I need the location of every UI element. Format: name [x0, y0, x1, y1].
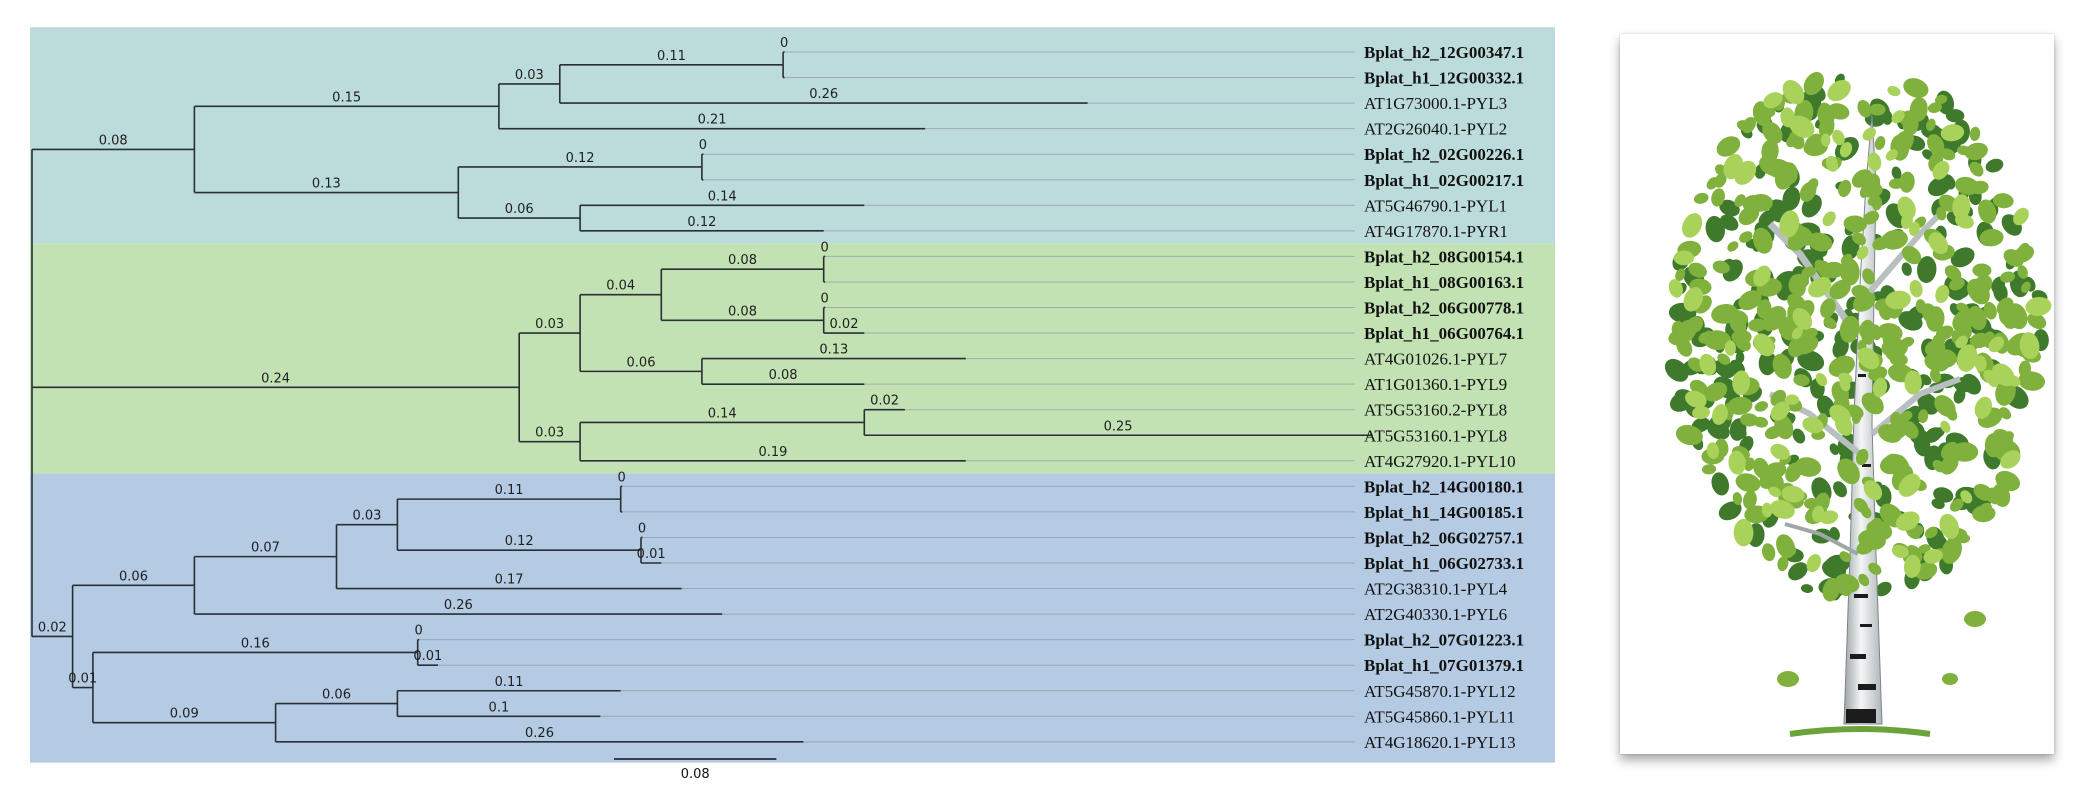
leaf-guide-lines — [417, 51, 1372, 743]
branch-length-label: 0.26 — [525, 726, 554, 741]
branch-length-label: 0.25 — [1104, 419, 1133, 434]
branch-length-label: 0.13 — [312, 177, 341, 192]
branch-length-label: 0.08 — [728, 304, 757, 319]
leaf-label: Bplat_h1_12G00332.1 — [1364, 69, 1524, 88]
branch-length-label: 0.06 — [322, 688, 351, 703]
branch-length-label: 0.11 — [657, 49, 686, 64]
leaf-label: Bplat_h2_07G01223.1 — [1364, 631, 1524, 650]
leaf-label: AT5G46790.1-PYL1 — [1364, 196, 1507, 215]
branch-length-label: 0.14 — [708, 406, 737, 421]
branch-length-label: 0.04 — [606, 279, 635, 294]
leaf-label: Bplat_h1_06G02733.1 — [1364, 554, 1524, 573]
branch-length-label: 0.12 — [566, 151, 595, 166]
birch-tree-illustration — [1620, 34, 2054, 754]
branch-length-label: 0.14 — [708, 189, 737, 204]
leaf-label: Bplat_h1_08G00163.1 — [1364, 273, 1524, 292]
branch-length-label: 0.16 — [241, 636, 270, 651]
branch-length-label: 0.08 — [99, 133, 128, 148]
branch-length-label: 0.12 — [505, 534, 534, 549]
leaf-label: AT4G17870.1-PYR1 — [1364, 222, 1508, 241]
leaf-labels: Bplat_h2_12G00347.1 Bplat_h1_12G00332.1 AT… — [1364, 43, 1524, 752]
leaf-label: AT5G45870.1-PYL12 — [1364, 682, 1516, 701]
leaf-label: Bplat_h2_14G00180.1 — [1364, 477, 1524, 496]
branch-length-label: 0.06 — [627, 355, 656, 370]
branch-length-label: 0.01 — [413, 649, 442, 664]
branch-length-label: 0.01 — [637, 547, 666, 562]
branch-length-label: 0 — [618, 470, 626, 485]
leaf-label: AT1G01360.1-PYL9 — [1364, 375, 1507, 394]
leaf-label: AT1G73000.1-PYL3 — [1364, 94, 1507, 113]
leaf-label: Bplat_h2_08G00154.1 — [1364, 247, 1524, 266]
branch-length-label: 0.15 — [332, 90, 361, 105]
leaf-label: Bplat_h2_06G02757.1 — [1364, 528, 1524, 547]
branch-length-label: 0.08 — [728, 253, 757, 268]
leaf-label: AT2G26040.1-PYL2 — [1364, 120, 1507, 139]
branch-length-label: 0.08 — [769, 368, 798, 383]
branch-length-label: 0.03 — [515, 68, 544, 83]
branch-length-label: 0.1 — [489, 700, 510, 715]
branch-length-label: 0 — [699, 138, 707, 153]
branch-length-label: 0.11 — [495, 483, 524, 498]
branch-length-label: 0.19 — [758, 445, 787, 460]
branch-length-label: 0.26 — [444, 598, 473, 613]
leaf-label: AT5G45860.1-PYL11 — [1364, 707, 1515, 726]
leaf-label: Bplat_h1_02G00217.1 — [1364, 171, 1524, 190]
scale-bar-label: 0.08 — [681, 767, 710, 782]
branch-length-label: 0 — [638, 521, 646, 536]
branch-length-label: 0.26 — [809, 87, 838, 102]
leaf-label: Bplat_h1_14G00185.1 — [1364, 503, 1524, 522]
leaf-label: Bplat_h1_07G01379.1 — [1364, 656, 1524, 675]
branch-length-label: 0.09 — [170, 707, 199, 722]
branch-length-label: 0.02 — [870, 394, 899, 409]
branch-length-label: 0.03 — [535, 317, 564, 332]
branch-length-label: 0 — [780, 36, 788, 51]
leaf-label: AT4G18620.1-PYL13 — [1364, 733, 1516, 752]
scale-bar: 0.08 — [614, 758, 777, 782]
leaf-label: AT5G53160.2-PYL8 — [1364, 401, 1507, 420]
leaf-label: Bplat_h2_06G00778.1 — [1364, 299, 1524, 318]
branch-length-label: 0.03 — [535, 426, 564, 441]
leaf-label: Bplat_h1_06G00764.1 — [1364, 324, 1524, 343]
branch-length-label: 0.06 — [119, 569, 148, 584]
branch-length-label: 0 — [821, 292, 829, 307]
branch-length-label: 0.02 — [830, 317, 859, 332]
branch-length-label: 0.24 — [261, 371, 290, 386]
branch-length-label: 0.11 — [495, 675, 524, 690]
leaf-label: AT4G01026.1-PYL7 — [1364, 350, 1508, 369]
branch-length-label: 0.02 — [38, 620, 67, 635]
tree-branches — [31, 51, 1372, 743]
leaf-label: AT2G38310.1-PYL4 — [1364, 580, 1508, 599]
branch-length-label: 0.21 — [698, 113, 727, 128]
clade-1-band — [30, 27, 1555, 244]
leaf-label: AT2G40330.1-PYL6 — [1364, 605, 1507, 624]
leaf-label: Bplat_h2_12G00347.1 — [1364, 43, 1524, 62]
branch-length-label: 0.03 — [352, 509, 381, 524]
branch-length-label: 0.12 — [687, 215, 716, 230]
branch-length-label: 0 — [821, 240, 829, 255]
leaf-label: AT5G53160.1-PYL8 — [1364, 426, 1507, 445]
branch-length-label: 0.07 — [251, 541, 280, 556]
branch-length-labels: 0 0.11 0.26 0.03 0.21 0 0.14 0.12 0.12 0.06 0.15 0.… — [38, 36, 1133, 741]
branch-length-label: 0.17 — [495, 573, 524, 588]
branch-length-label: 0.06 — [505, 202, 534, 217]
leaf-label: Bplat_h2_02G00226.1 — [1364, 145, 1524, 164]
leaf-label: AT4G27920.1-PYL10 — [1364, 452, 1516, 471]
branch-length-label: 0 — [415, 624, 423, 639]
branch-length-label: 0.13 — [819, 343, 848, 358]
birch-tree-icon — [1664, 72, 2052, 737]
clade-3-band — [30, 473, 1555, 763]
branch-length-label: 0.01 — [68, 672, 97, 687]
